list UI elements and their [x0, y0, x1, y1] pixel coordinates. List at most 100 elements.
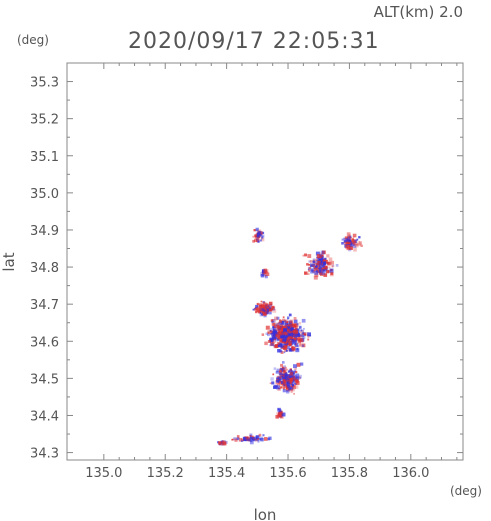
radar-point	[316, 269, 321, 274]
radar-point	[278, 384, 282, 387]
radar-point	[280, 346, 284, 349]
radar-point	[240, 439, 244, 442]
radar-point	[299, 338, 304, 343]
radar-point	[352, 241, 356, 245]
radar-point	[287, 324, 290, 327]
radar-point	[270, 327, 274, 332]
radar-point	[276, 316, 280, 320]
radar-point	[307, 272, 310, 275]
radar-point	[325, 265, 328, 268]
radar-point	[316, 269, 321, 273]
radar-point	[270, 319, 273, 322]
radar-point	[284, 341, 287, 344]
radar-point	[288, 341, 293, 346]
radar-point	[282, 367, 284, 369]
radar-point	[267, 333, 270, 337]
radar-point	[287, 316, 290, 319]
radar-point	[267, 330, 271, 333]
radar-point	[256, 303, 260, 307]
radar-point	[281, 343, 286, 348]
radar-point	[265, 304, 268, 308]
radar-point	[256, 238, 259, 241]
radar-point	[289, 369, 292, 372]
radar-point	[323, 273, 328, 277]
radar-point	[303, 327, 305, 330]
radar-point	[326, 254, 330, 258]
radar-point	[267, 307, 269, 309]
radar-point	[347, 234, 351, 238]
radar-point	[276, 379, 279, 383]
y-tick-label: 34.5	[30, 372, 59, 387]
radar-point	[273, 384, 278, 389]
radar-point	[284, 343, 288, 347]
radar-point	[252, 308, 255, 311]
radar-point	[273, 367, 277, 370]
radar-point	[318, 267, 320, 270]
radar-point	[282, 375, 285, 378]
radar-point	[253, 229, 256, 232]
x-tick-label: 135.6	[269, 466, 306, 481]
radar-point	[284, 375, 289, 379]
radar-point	[271, 381, 275, 385]
radar-point	[247, 439, 249, 441]
radar-point	[296, 334, 299, 337]
radar-point	[265, 309, 268, 312]
radar-point	[290, 336, 294, 340]
radar-point	[276, 342, 280, 345]
radar-point	[311, 269, 314, 272]
radar-point	[299, 344, 302, 347]
radar-point	[284, 319, 289, 324]
radar-point	[263, 307, 266, 310]
radar-point	[257, 310, 261, 314]
radar-point	[269, 311, 272, 315]
radar-point	[258, 433, 262, 437]
radar-point	[273, 330, 278, 335]
radar-point	[281, 371, 283, 374]
radar-point	[346, 246, 350, 251]
radar-point	[279, 376, 282, 380]
radar-point	[290, 375, 295, 379]
y-tick-label: 34.7	[30, 298, 59, 313]
radar-point	[282, 341, 285, 344]
radar-point	[269, 304, 273, 308]
radar-point	[281, 333, 283, 335]
radar-point	[288, 333, 291, 336]
radar-point	[319, 254, 323, 257]
radar-point	[282, 374, 286, 378]
radar-point	[276, 322, 280, 326]
radar-point	[316, 254, 321, 258]
radar-point	[315, 264, 318, 267]
radar-point	[353, 248, 357, 252]
radar-point	[347, 241, 351, 245]
radar-point	[291, 382, 295, 386]
radar-point	[287, 387, 291, 391]
radar-point	[266, 311, 270, 315]
radar-point	[258, 235, 261, 238]
radar-point	[293, 317, 297, 320]
radar-point	[284, 383, 287, 387]
radar-point	[286, 382, 291, 387]
radar-point	[285, 381, 288, 384]
radar-point	[259, 235, 262, 238]
radar-point	[310, 263, 314, 267]
radar-point	[269, 333, 272, 335]
radar-point	[307, 338, 310, 341]
radar-point	[295, 370, 298, 374]
radar-point	[262, 311, 266, 315]
radar-point	[277, 349, 281, 353]
radar-point	[295, 376, 300, 381]
radar-point	[260, 237, 265, 242]
radar-point	[321, 268, 324, 270]
radar-point	[289, 385, 294, 390]
radar-point	[294, 382, 296, 385]
radar-point	[296, 362, 301, 367]
radar-point	[287, 380, 291, 385]
radar-point	[316, 263, 320, 268]
radar-point	[264, 304, 267, 307]
radar-point	[273, 332, 277, 336]
radar-point	[288, 313, 292, 317]
radar-point	[318, 258, 323, 263]
radar-point	[311, 268, 314, 271]
axis-ticks: 135.0 135.2 135.4 135.6 135.8 136.0 34.3 34.4 34…	[30, 63, 463, 481]
y-tick-label: 34.8	[30, 261, 59, 276]
